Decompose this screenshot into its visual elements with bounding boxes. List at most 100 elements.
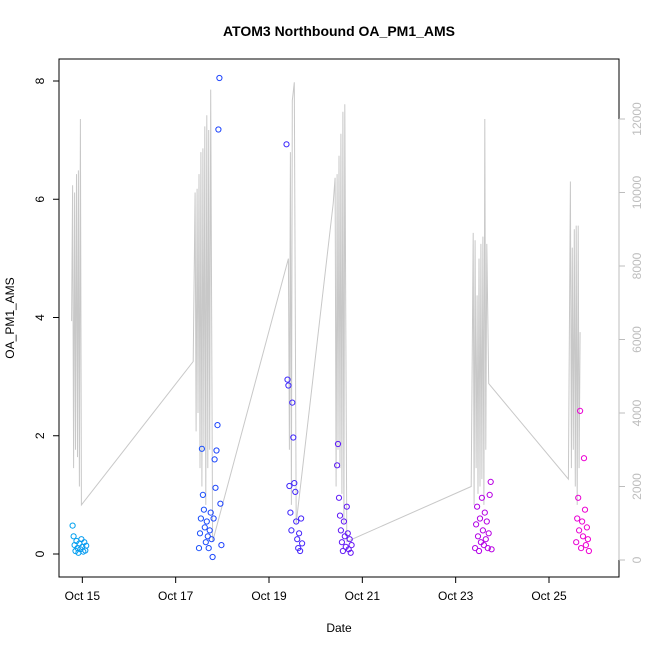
x-axis: Oct 15 Oct 17 Oct 19 Oct 21 Oct 23 Oct 25 — [65, 577, 567, 603]
scatter-segment — [334, 440, 355, 556]
y-axis-left: 0 2 4 6 8 — [33, 77, 59, 557]
data-point — [575, 494, 582, 501]
data-point — [214, 422, 221, 429]
data-point — [287, 509, 294, 516]
y-tick-label: 2 — [33, 432, 47, 439]
data-point — [212, 484, 219, 491]
data-point — [482, 536, 489, 543]
data-point — [337, 527, 344, 534]
data-point — [582, 542, 590, 549]
data-point — [283, 141, 290, 148]
data-point — [197, 515, 204, 522]
x-tick-label: Oct 15 — [65, 589, 101, 603]
data-point — [480, 542, 487, 549]
data-point — [290, 434, 297, 441]
data-point — [583, 524, 591, 531]
data-point — [585, 547, 593, 555]
scatter-segment — [69, 522, 90, 556]
data-point — [216, 74, 223, 82]
data-point — [210, 515, 217, 522]
data-point — [206, 527, 213, 534]
x-tick-label: Oct 17 — [158, 589, 194, 603]
data-point — [339, 547, 346, 555]
data-point — [475, 547, 483, 555]
data-point — [297, 547, 304, 555]
data-point — [291, 480, 298, 487]
data-point — [217, 500, 224, 507]
data-point — [573, 539, 580, 546]
data-point — [348, 542, 355, 549]
data-point — [296, 530, 303, 537]
scatter-segment — [573, 407, 593, 555]
scatter-segment — [283, 141, 306, 555]
data-point — [213, 447, 220, 454]
data-point — [83, 542, 90, 549]
y2-tick-label: 4000 — [630, 399, 644, 426]
data-point — [340, 518, 347, 525]
data-point — [579, 533, 587, 540]
data-point — [574, 515, 581, 522]
data-point — [473, 521, 480, 528]
data-point — [335, 494, 343, 501]
data-point — [584, 536, 592, 543]
data-point — [479, 527, 486, 534]
data-point — [483, 518, 490, 525]
data-point — [205, 545, 212, 552]
data-point — [208, 536, 215, 543]
data-point — [488, 546, 495, 553]
data-point — [284, 376, 291, 383]
data-point — [292, 488, 299, 495]
data-point — [474, 533, 482, 540]
y-tick-label: 4 — [33, 314, 47, 321]
y-tick-label: 8 — [33, 77, 47, 84]
data-point — [199, 491, 206, 498]
y-tick-label: 6 — [33, 196, 47, 203]
x-tick-label: Oct 19 — [251, 589, 287, 603]
data-point — [203, 518, 210, 525]
data-point — [484, 545, 491, 552]
data-point — [294, 536, 301, 543]
data-point — [69, 522, 76, 529]
data-point — [299, 540, 306, 547]
data-point — [487, 478, 494, 485]
data-point — [478, 494, 485, 501]
data-point — [344, 530, 351, 537]
data-point — [577, 407, 584, 414]
data-point — [578, 545, 585, 552]
data-point — [476, 515, 484, 522]
scatter-segment — [472, 478, 495, 555]
data-point — [581, 506, 589, 513]
data-point — [347, 549, 354, 556]
data-point — [334, 462, 341, 469]
data-point — [336, 512, 344, 519]
data-point — [70, 533, 77, 540]
data-point — [198, 445, 205, 452]
data-point — [343, 503, 350, 510]
data-point — [285, 382, 292, 389]
data-point — [200, 506, 207, 513]
data-point — [195, 545, 203, 552]
data-point — [298, 515, 305, 522]
y2-tick-label: 0 — [630, 556, 644, 563]
data-point — [78, 536, 85, 543]
data-point — [218, 542, 225, 549]
data-point — [477, 539, 484, 546]
data-point — [486, 491, 493, 498]
data-point — [288, 527, 295, 534]
data-point — [334, 440, 342, 448]
y2-tick-label: 8000 — [630, 252, 644, 279]
data-point — [201, 524, 208, 531]
data-point — [346, 536, 353, 543]
data-point — [338, 539, 345, 546]
data-point — [286, 482, 293, 490]
data-point — [485, 530, 492, 537]
x-tick-label: Oct 21 — [345, 589, 381, 603]
data-point — [289, 399, 296, 406]
plot-frame — [58, 58, 620, 578]
data-point — [196, 530, 204, 537]
y-tick-label: 0 — [33, 550, 47, 557]
chart-title: ATOM3 Northbound OA_PM1_AMS — [223, 23, 455, 39]
data-point — [481, 509, 488, 516]
data-point — [209, 553, 216, 561]
